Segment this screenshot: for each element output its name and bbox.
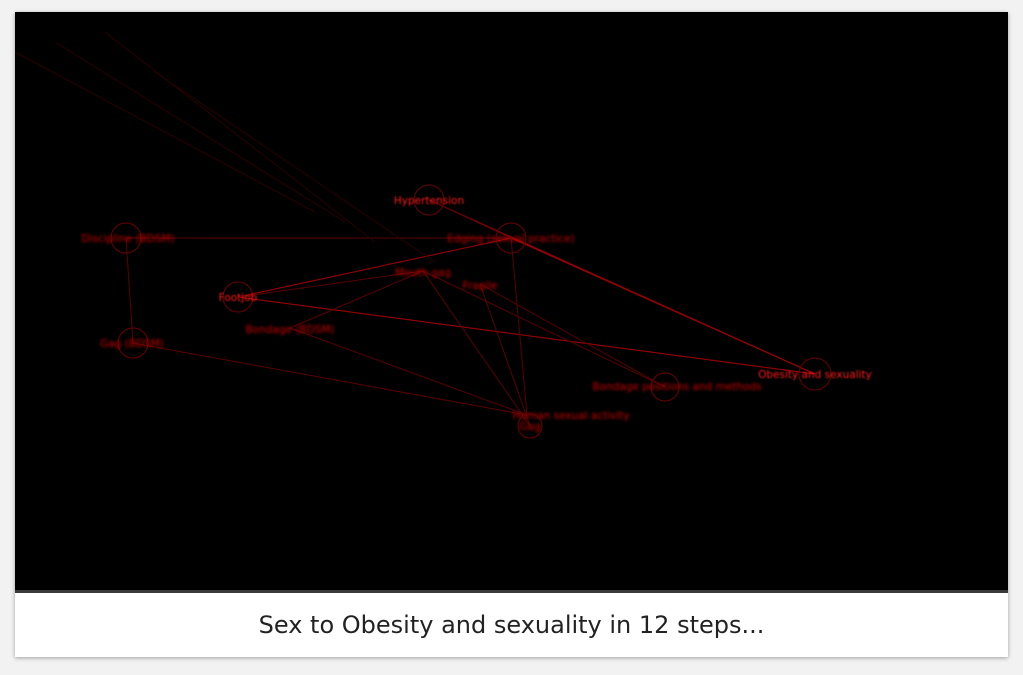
- background-edge: [104, 31, 376, 243]
- node-label: Discipline (BDSM): [81, 233, 174, 245]
- graph-edge-edging-footjob: [237, 237, 512, 298]
- graph-svg[interactable]: Hypertension Discipline (BDSM) Edging (sex…: [15, 12, 1008, 590]
- node-circle: [650, 372, 680, 402]
- graph-node-obesity[interactable]: Obesity and sexuality: [758, 357, 872, 391]
- node-label: Fragile: [463, 280, 498, 292]
- graph-edge-fragile-bondagepos: [479, 283, 666, 388]
- graph-node-footjob[interactable]: Footjob: [219, 281, 258, 313]
- node-label: Gag: [519, 421, 540, 433]
- node-label: Bondage positions and methods: [592, 381, 761, 393]
- graph-node-hypertension[interactable]: Hypertension: [394, 184, 464, 216]
- node-label: Bondage (BDSM): [245, 324, 334, 336]
- node-circle: [413, 184, 445, 216]
- graph-node-edging[interactable]: Edging (sexual practice): [447, 222, 575, 254]
- graph-edge-bondage-human: [289, 327, 528, 416]
- background-edges: [15, 31, 436, 263]
- graph-edge-discipline-gagbdsm: [125, 237, 134, 344]
- graph-node-human[interactable]: Human sexual activity: [512, 410, 629, 422]
- graph-edge-footjob-obesity: [237, 296, 816, 375]
- graph-node-gag[interactable]: Gag: [517, 413, 543, 439]
- node-label: Gag (BDSM): [100, 338, 164, 350]
- nodes-layer: Hypertension Discipline (BDSM) Edging (sex…: [81, 184, 872, 439]
- graph-node-bondagepos[interactable]: Bondage positions and methods: [592, 372, 762, 402]
- graph-canvas[interactable]: Hypertension Discipline (BDSM) Edging (sex…: [15, 12, 1008, 590]
- edges-layer: [125, 199, 816, 427]
- graph-edge-edging-human: [510, 237, 528, 416]
- graph-edge-footjob-mouthgag: [237, 270, 424, 298]
- node-label: Hypertension: [394, 195, 464, 207]
- graph-edge-gagbdsm-human: [132, 342, 528, 416]
- caption-text: Sex to Obesity and sexuality in 12 steps…: [258, 611, 765, 639]
- graph-edge-mouthgag-gag: [422, 270, 531, 427]
- background-edge: [54, 41, 346, 223]
- node-circle: [117, 327, 149, 359]
- graph-card: Hypertension Discipline (BDSM) Edging (sex…: [15, 12, 1008, 657]
- node-label: Human sexual activity: [512, 410, 629, 422]
- graph-edge-mouthgag-bondage: [289, 270, 424, 329]
- node-label: Edging (sexual practice): [447, 233, 575, 245]
- graph-edge-edging-obesity: [510, 237, 816, 375]
- graph-edge-mouthgag-bondagepos: [422, 270, 666, 388]
- node-circle: [517, 413, 543, 439]
- graph-node-bondage[interactable]: Bondage (BDSM): [245, 324, 334, 336]
- graph-node-gagbdsm[interactable]: Gag (BDSM): [100, 327, 164, 359]
- background-edge: [15, 51, 316, 213]
- node-circle: [798, 357, 832, 391]
- node-label: Mouth gag: [395, 267, 451, 279]
- background-edge: [154, 71, 436, 263]
- graph-node-discipline[interactable]: Discipline (BDSM): [81, 222, 175, 254]
- caption-divider: [15, 590, 1008, 593]
- node-circle: [495, 222, 527, 254]
- graph-node-mouthgag[interactable]: Mouth gag: [395, 267, 451, 279]
- graph-edge-fragile-gag: [479, 283, 531, 427]
- node-circle: [222, 281, 254, 313]
- node-label: Footjob: [219, 292, 258, 304]
- graph-node-fragile[interactable]: Fragile: [463, 280, 498, 292]
- node-label: Obesity and sexuality: [758, 369, 872, 381]
- node-circle: [110, 222, 142, 254]
